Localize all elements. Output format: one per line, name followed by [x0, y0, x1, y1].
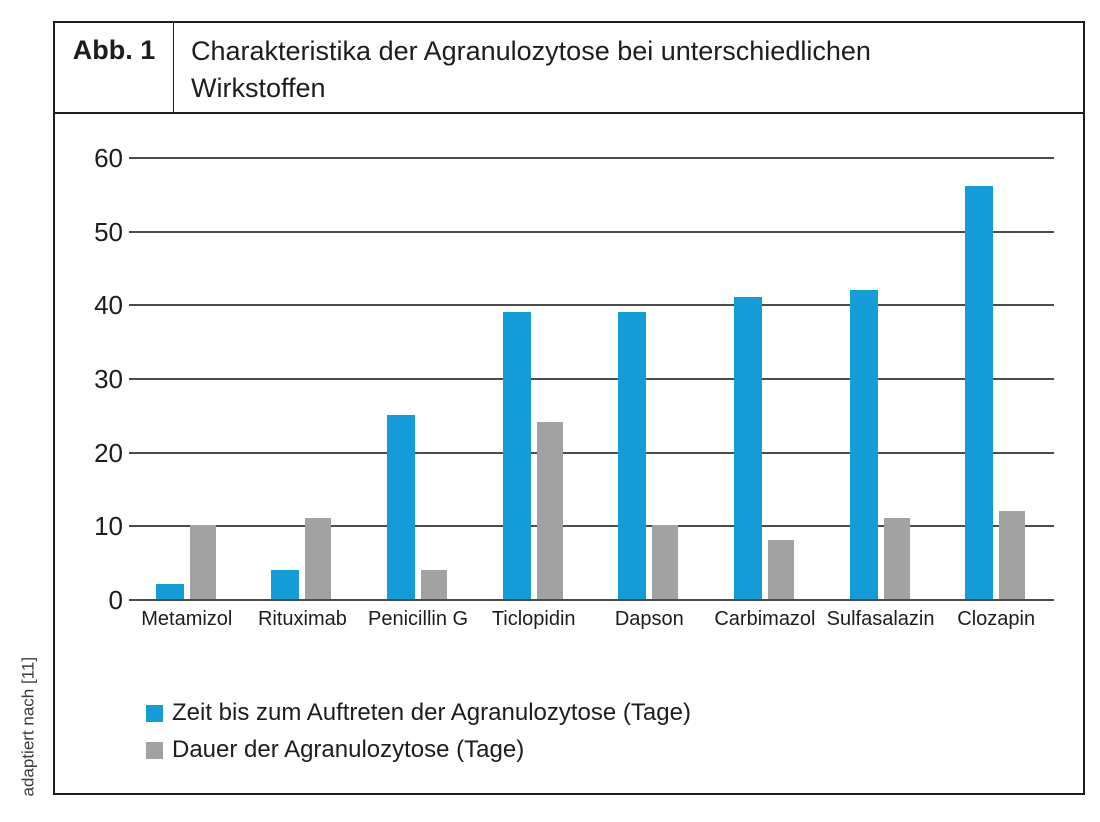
y-axis-tick-label-0: 0	[108, 585, 123, 615]
gridline-y-10	[129, 525, 1054, 528]
bar-onset-4	[618, 311, 647, 599]
bar-duration-7	[999, 510, 1026, 599]
y-axis-tick-label-50: 50	[94, 216, 123, 247]
gridline-y-30	[129, 378, 1054, 380]
x-axis-category-label-7: Clozapin	[957, 608, 1036, 630]
y-axis-tick-label-40: 40	[94, 290, 123, 321]
bar-duration-5	[767, 540, 794, 599]
x-axis-category-label-4: Dapson	[614, 608, 684, 630]
bar-onset-2	[387, 414, 416, 599]
gridline-y-40	[129, 304, 1054, 307]
bar-duration-1	[305, 517, 332, 599]
figure-box: Abb. 1 Charakteristika der Agranulozytos…	[53, 21, 1085, 795]
bar-duration-4	[652, 525, 679, 599]
figure-number-label: Abb. 1	[55, 23, 174, 112]
x-axis-category-label-6: Sulfasalazin	[826, 608, 935, 630]
gridline-y-20	[129, 451, 1054, 454]
bar-duration-3	[536, 422, 563, 599]
gridline-y-0	[129, 599, 1054, 601]
bar-duration-2	[421, 569, 448, 599]
figure-title-cell: Charakteristika der Agranulozytose bei u…	[174, 23, 1083, 112]
bar-duration-0	[189, 525, 216, 599]
bar-onset-1	[271, 569, 300, 599]
x-axis-category-label-0: Metamizol	[141, 608, 233, 630]
bar-duration-6	[883, 517, 910, 599]
x-axis-category-label-2: Penicillin G	[368, 608, 469, 630]
chart-legend: Zeit bis zum Auftreten der Agranulozytos…	[146, 698, 691, 772]
x-axis-category-label-5: Carbimazol	[714, 608, 816, 630]
adapted-from-caption: adaptiert nach [11]	[18, 656, 38, 797]
y-axis-tick-label-60: 60	[94, 143, 123, 173]
legend-swatch-duration	[146, 741, 163, 759]
legend-label-duration: Dauer der Agranulozytose (Tage)	[172, 736, 525, 763]
gridline-y-50	[129, 230, 1054, 233]
bar-onset-7	[965, 186, 994, 599]
bar-chart-plot-area	[129, 157, 1054, 601]
figure-title: Charakteristika der Agranulozytose bei u…	[191, 36, 871, 103]
bar-onset-6	[849, 289, 878, 599]
bar-onset-3	[502, 311, 531, 599]
legend-swatch-onset	[146, 704, 163, 722]
x-axis-category-label-3: Ticlopidin	[491, 608, 576, 630]
y-axis-tick-label-20: 20	[94, 437, 123, 468]
gridline-y-60	[129, 157, 1054, 159]
y-axis-tick-label-10: 10	[94, 511, 123, 542]
legend-row-onset: Zeit bis zum Auftreten der Agranulozytos…	[146, 698, 691, 728]
legend-label-onset: Zeit bis zum Auftreten der Agranulozytos…	[172, 699, 691, 726]
legend-row-duration: Dauer der Agranulozytose (Tage)	[146, 735, 691, 765]
figure-header: Abb. 1 Charakteristika der Agranulozytos…	[55, 23, 1083, 114]
x-axis-category-label-1: Rituximab	[257, 608, 347, 630]
bar-onset-5	[733, 296, 762, 599]
bar-onset-0	[155, 584, 184, 599]
y-axis-tick-label-30: 30	[94, 364, 123, 394]
